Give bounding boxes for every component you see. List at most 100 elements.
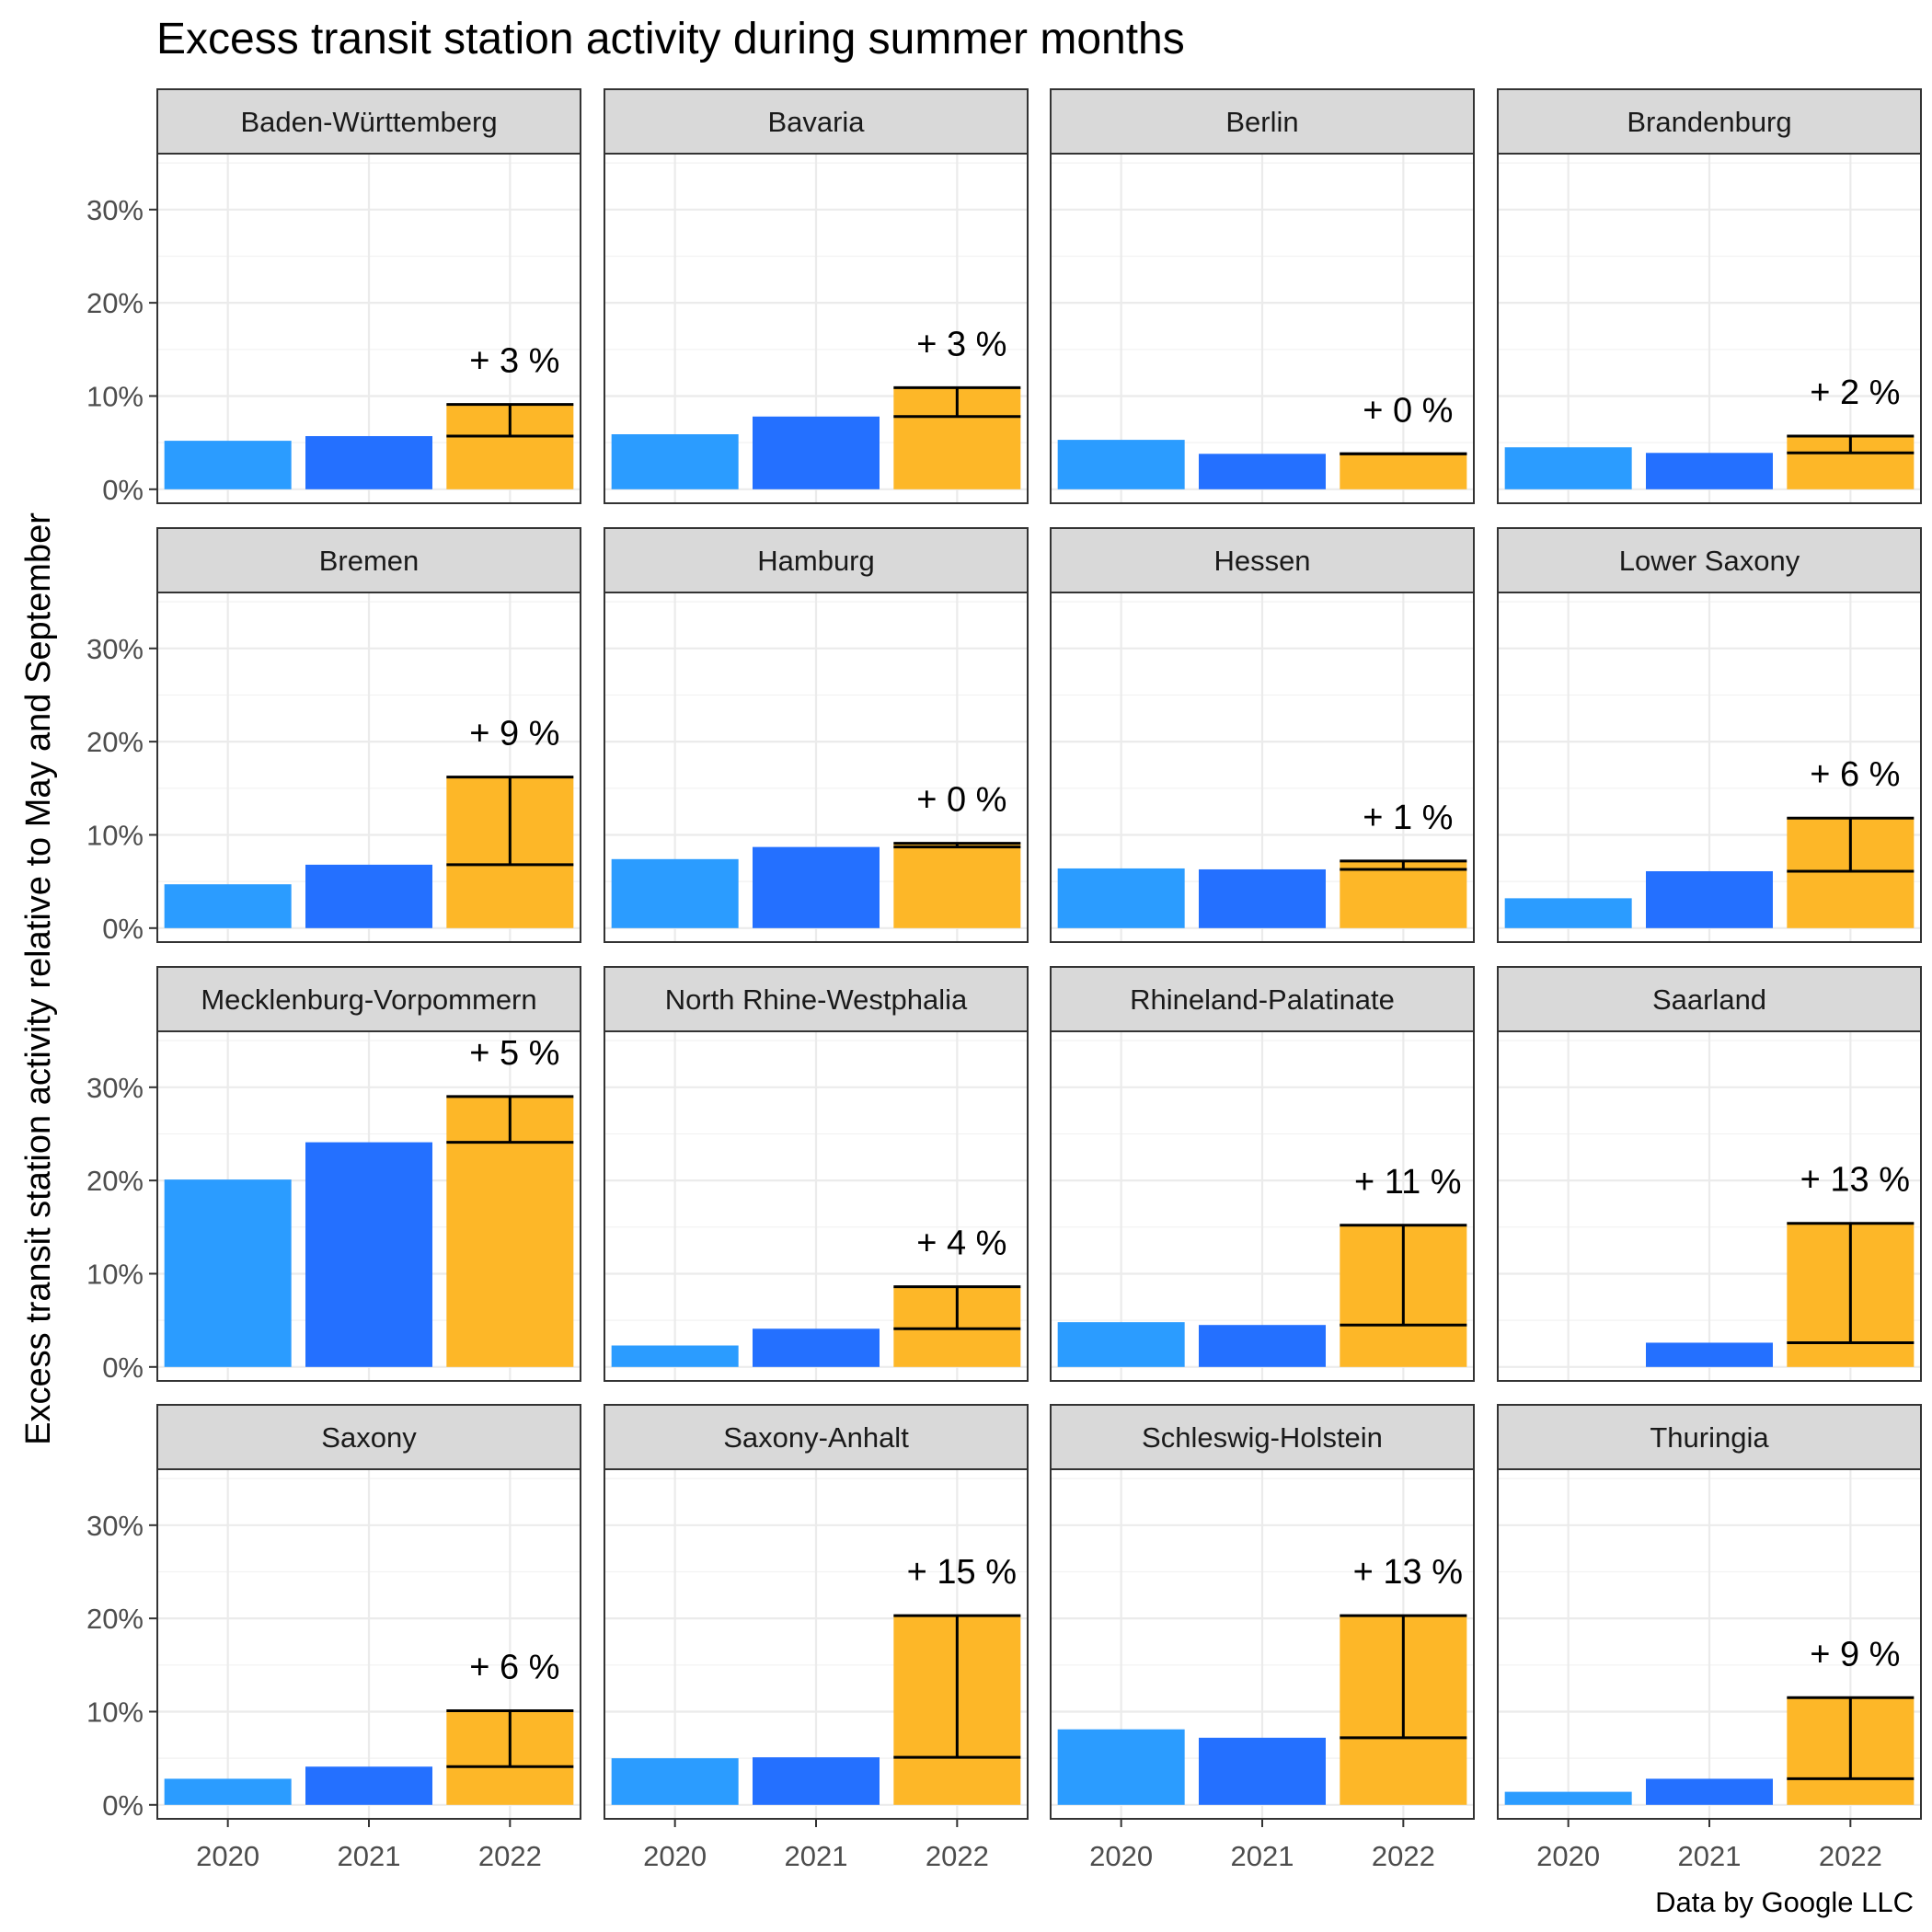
facet-strip-label: Saxony-Anhalt xyxy=(723,1421,909,1454)
bar-2021 xyxy=(1646,870,1773,928)
facet-saxony-anhalt: Saxony-Anhalt + 15 % 2020 2021 2022 xyxy=(604,1404,1029,1872)
facet-strip-label: North Rhine-Westphalia xyxy=(665,983,968,1016)
x-tick-label: 2022 xyxy=(1372,1840,1435,1872)
facet-strip-label: Brandenburg xyxy=(1627,106,1791,138)
facet-saxony: Saxony + 6 % 0% 10% 20% 30% 2020 2021 2022 xyxy=(86,1404,581,1872)
bar-2020 xyxy=(1057,868,1185,928)
facet-strip-label: Baden-Württemberg xyxy=(240,106,497,138)
facet-strip xyxy=(1050,88,1475,155)
facet-lower-saxony: Lower Saxony + 6 % xyxy=(1497,527,1922,943)
y-tick-label: 20% xyxy=(86,1165,144,1197)
bar-2021 xyxy=(1199,1325,1326,1367)
panel-border xyxy=(156,153,581,504)
bar-2020 xyxy=(1504,898,1632,928)
facet-strip-label: Thuringia xyxy=(1650,1421,1769,1454)
bar-2021 xyxy=(305,864,432,928)
y-tick-label: 30% xyxy=(86,1510,144,1542)
facet-hessen: Hessen + 1 % xyxy=(1050,527,1475,943)
facet-strip xyxy=(604,966,1029,1032)
bar-2020 xyxy=(164,884,292,928)
facet-strip xyxy=(604,88,1029,155)
x-tick-label: 2020 xyxy=(643,1840,707,1872)
bar-2020 xyxy=(1057,1729,1185,1805)
facet-bremen: Bremen + 9 % 0% 10% 20% 30% xyxy=(86,527,581,945)
change-annotation: + 13 % xyxy=(1800,1161,1910,1200)
change-annotation: + 3 % xyxy=(469,342,559,381)
bar-2022 xyxy=(893,843,1021,928)
facet-strip-label: Mecklenburg-Vorpommern xyxy=(201,983,536,1016)
facet-strip-label: Bavaria xyxy=(767,106,865,138)
facet-berlin: Berlin + 0 % xyxy=(1050,88,1475,504)
facet-strip xyxy=(156,966,581,1032)
facet-saarland: Saarland + 13 % xyxy=(1497,966,1922,1382)
panel-border xyxy=(1497,592,1922,943)
change-annotation: + 0 % xyxy=(916,781,1006,820)
y-tick-label: 10% xyxy=(86,1696,144,1728)
x-tick-label: 2020 xyxy=(1089,1840,1153,1872)
panel-border xyxy=(156,1030,581,1382)
y-tick-label: 30% xyxy=(86,1072,144,1104)
bar-2020 xyxy=(164,441,292,489)
facet-thuringia: Thuringia + 9 % 2020 2021 2022 xyxy=(1497,1404,1922,1872)
bar-2021 xyxy=(1646,1778,1773,1805)
facet-brandenburg: Brandenburg + 2 % xyxy=(1497,88,1922,504)
x-tick-label: 2022 xyxy=(926,1840,989,1872)
bar-2021 xyxy=(753,1328,880,1367)
facet-rhineland-palatinate: Rhineland-Palatinate + 11 % xyxy=(1050,966,1475,1382)
bar-2021 xyxy=(753,416,880,489)
facet-strip xyxy=(156,88,581,155)
facet-strip-label: Hamburg xyxy=(757,545,875,577)
bar-2020 xyxy=(1057,440,1185,489)
x-tick-label: 2022 xyxy=(478,1840,542,1872)
y-tick-label: 30% xyxy=(86,194,144,226)
bar-2020 xyxy=(611,434,739,489)
bar-2020 xyxy=(1504,447,1632,489)
y-tick-label: 20% xyxy=(86,726,144,758)
bar-2020 xyxy=(1504,1791,1632,1805)
facet-strip xyxy=(156,1404,581,1470)
bar-2021 xyxy=(1199,868,1326,928)
change-annotation: + 9 % xyxy=(469,715,559,753)
panel-border xyxy=(1497,1030,1922,1382)
x-tick-label: 2021 xyxy=(338,1840,401,1872)
y-tick-label: 20% xyxy=(86,1603,144,1635)
bar-2020 xyxy=(611,1345,739,1367)
y-axis-label: Excess transit station activity relative… xyxy=(19,512,58,1445)
bar-2020 xyxy=(1057,1322,1185,1367)
bar-2021 xyxy=(305,1766,432,1805)
facet-baden-w-rttemberg: Baden-Württemberg + 3 % 0% 10% 20% 30% xyxy=(86,88,581,506)
panel-border xyxy=(1050,1030,1475,1382)
change-annotation: + 11 % xyxy=(1354,1163,1462,1202)
bar-2020 xyxy=(164,1179,292,1367)
bar-2022 xyxy=(1340,860,1467,928)
y-tick-label: 10% xyxy=(86,380,144,412)
y-tick-label: 10% xyxy=(86,819,144,851)
panel-border xyxy=(1050,592,1475,943)
x-tick-label: 2021 xyxy=(1231,1840,1294,1872)
facet-strip xyxy=(1497,88,1922,155)
change-annotation: + 6 % xyxy=(469,1648,559,1686)
facet-mecklenburg-vorpommern: Mecklenburg-Vorpommern + 5 % 0% 10% 20% 30% xyxy=(86,966,581,1384)
x-tick-label: 2022 xyxy=(1819,1840,1882,1872)
facet-strip-label: Rhineland-Palatinate xyxy=(1130,983,1395,1016)
y-tick-label: 0% xyxy=(102,474,144,506)
facet-strip xyxy=(1497,1404,1922,1470)
bar-2021 xyxy=(1199,454,1326,489)
panel-border xyxy=(1050,153,1475,504)
change-annotation: + 3 % xyxy=(916,325,1006,363)
bar-2020 xyxy=(164,1778,292,1805)
y-tick-label: 20% xyxy=(86,287,144,319)
bar-2021 xyxy=(1646,453,1773,489)
change-annotation: + 0 % xyxy=(1363,391,1453,430)
facet-strip xyxy=(1050,527,1475,593)
facet-strip-label: Saarland xyxy=(1652,983,1766,1016)
bar-2021 xyxy=(305,1142,432,1367)
facet-strip-label: Schleswig-Holstein xyxy=(1142,1421,1383,1454)
x-tick-label: 2020 xyxy=(196,1840,259,1872)
change-annotation: + 15 % xyxy=(907,1553,1017,1592)
bar-2021 xyxy=(1199,1737,1326,1805)
x-tick-label: 2020 xyxy=(1536,1840,1600,1872)
facet-schleswig-holstein: Schleswig-Holstein + 13 % 2020 2021 2022 xyxy=(1050,1404,1475,1872)
y-tick-label: 30% xyxy=(86,633,144,665)
facet-hamburg: Hamburg + 0 % xyxy=(604,527,1029,943)
